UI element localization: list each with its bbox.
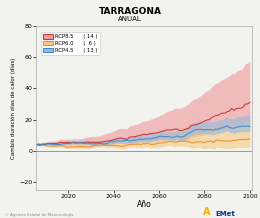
Text: © Agencia Estatal de Meteorología: © Agencia Estatal de Meteorología xyxy=(5,213,74,217)
Text: A: A xyxy=(203,207,210,217)
Text: TARRAGONA: TARRAGONA xyxy=(99,7,161,15)
Text: EMet: EMet xyxy=(216,211,236,217)
X-axis label: Año: Año xyxy=(137,200,152,209)
Text: ANUAL: ANUAL xyxy=(118,16,142,22)
Legend: RCP8.5      ( 14 ), RCP6.0      (  6 ), RCP4.5      ( 13 ): RCP8.5 ( 14 ), RCP6.0 ( 6 ), RCP4.5 ( 13… xyxy=(41,32,100,55)
Y-axis label: Cambio duración olas de calor (días): Cambio duración olas de calor (días) xyxy=(11,57,16,159)
